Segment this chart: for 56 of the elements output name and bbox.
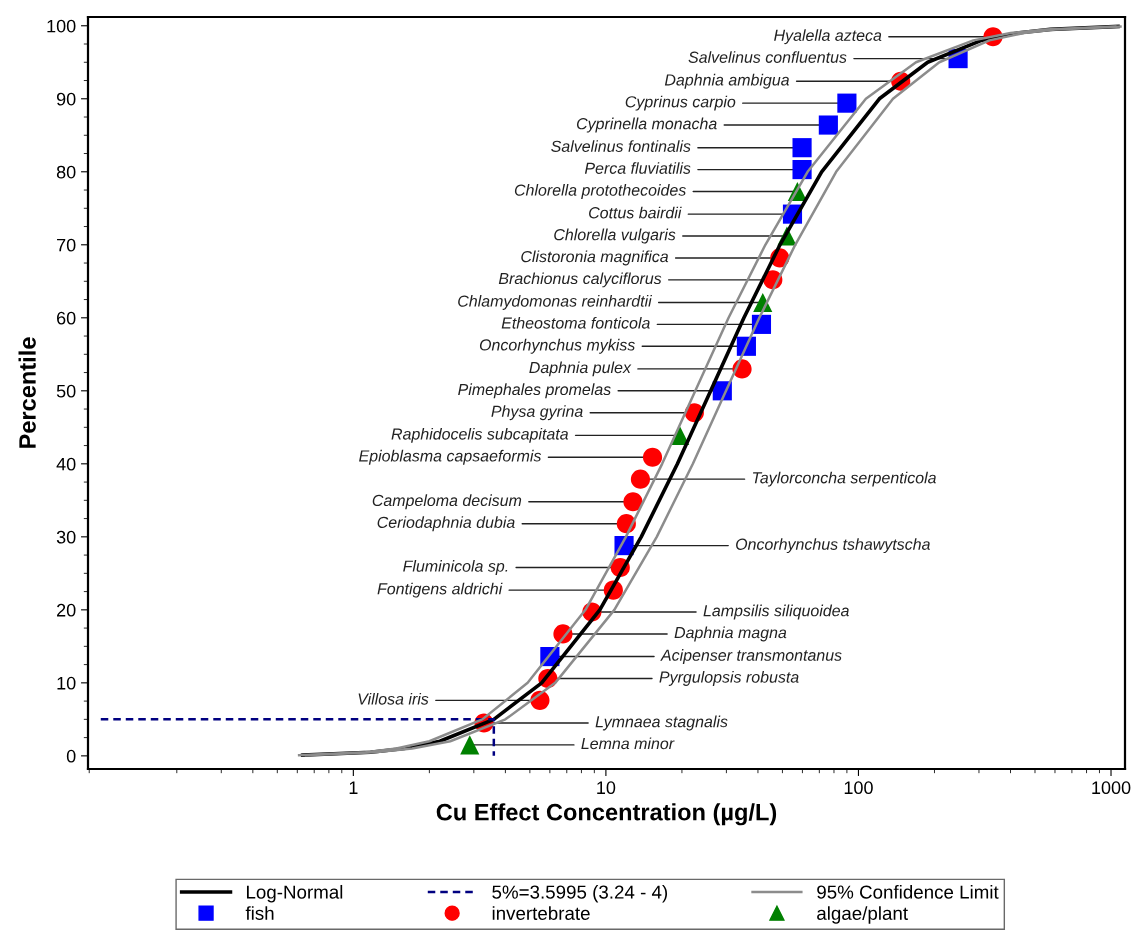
annotation: Etheostoma fonticola <box>501 316 650 329</box>
y-tick-label: 90 <box>56 92 76 106</box>
legend-label: algae/plant <box>817 906 908 924</box>
y-tick-label: 80 <box>56 165 76 179</box>
annotation: Cyprinella monacha <box>576 117 717 133</box>
annotation: Chlorella protothecoides <box>514 184 686 199</box>
y-tick-label: 100 <box>47 19 76 33</box>
annotation: Taylorconcha serpenticola <box>752 471 936 487</box>
annotation: Perca fluviatilis <box>584 162 691 174</box>
annotation: Fluminicola sp. <box>403 560 508 575</box>
annotation: Daphnia ambigua <box>664 73 790 89</box>
annotation: Campeloma decisum <box>372 494 522 510</box>
legend-label: 5%=3.5995 (3.24 - 4) <box>492 884 668 903</box>
annotation: Lemna minor <box>581 737 675 750</box>
y-tick-label: 10 <box>57 676 76 690</box>
annotation: Salvelinus fontinalis <box>551 140 691 152</box>
annotation: Hyalella azteca <box>774 29 882 45</box>
y-tick-label: 50 <box>56 384 76 398</box>
annotation: Acipenser transmontanus <box>660 649 842 665</box>
x-tick-label: 10 <box>597 781 616 795</box>
y-tick-label: 60 <box>57 311 76 325</box>
x-tick-label: 1000 <box>1092 781 1131 795</box>
annotation: Raphidocelis subcapitata <box>391 427 569 443</box>
annotation: Lymnaea stagnalis <box>595 715 728 731</box>
y-tick-label: 20 <box>57 603 76 617</box>
y-tick-label: 0 <box>66 749 76 763</box>
annotation: Oncorhynchus mykiss <box>479 338 635 354</box>
annotation: Cyprinus carpio <box>625 95 736 111</box>
legend-label: 95% Confidence Limit <box>817 884 999 899</box>
legend-label: invertebrate <box>492 906 590 920</box>
legend-label: Log-Normal <box>246 884 343 903</box>
y-axis-title: Percentile <box>18 337 36 448</box>
annotation: Ceriodaphnia dubia <box>377 516 515 532</box>
x-axis-title: Cu Effect Concentration (µg/L) <box>436 803 777 826</box>
annotation: Chlamydomonas reinhardtii <box>458 295 653 310</box>
annotation: Fontigens aldrichi <box>377 582 503 598</box>
x-tick-label: 100 <box>844 781 873 795</box>
y-tick-label: 70 <box>57 238 76 252</box>
annotation: Pyrgulopsis robusta <box>659 671 799 686</box>
annotation: Physa gyrina <box>491 405 583 421</box>
annotation: Pimephales promelas <box>458 383 611 399</box>
x-tick-label: 1 <box>349 781 358 794</box>
annotation: Salvelinus confluentus <box>688 51 847 63</box>
annotation: Oncorhynchus tshawytscha <box>736 538 930 554</box>
y-tick-label: 40 <box>56 457 76 471</box>
annotation: Clistoronia magnifica <box>521 250 669 266</box>
y-tick-label: 30 <box>56 530 76 544</box>
annotation: Villosa iris <box>358 692 429 705</box>
annotation: Chlorella vulgaris <box>554 228 676 244</box>
annotation: Daphnia magna <box>674 626 787 642</box>
annotation: Brachionus calyciflorus <box>498 272 662 288</box>
annotation: Epioblasma capsaeformis <box>359 449 542 465</box>
annotation: Daphnia pulex <box>529 361 632 377</box>
annotation: Cottus bairdii <box>589 206 682 219</box>
annotation: Lampsilis siliquoidea <box>703 604 849 620</box>
legend-label: fish <box>245 906 274 920</box>
